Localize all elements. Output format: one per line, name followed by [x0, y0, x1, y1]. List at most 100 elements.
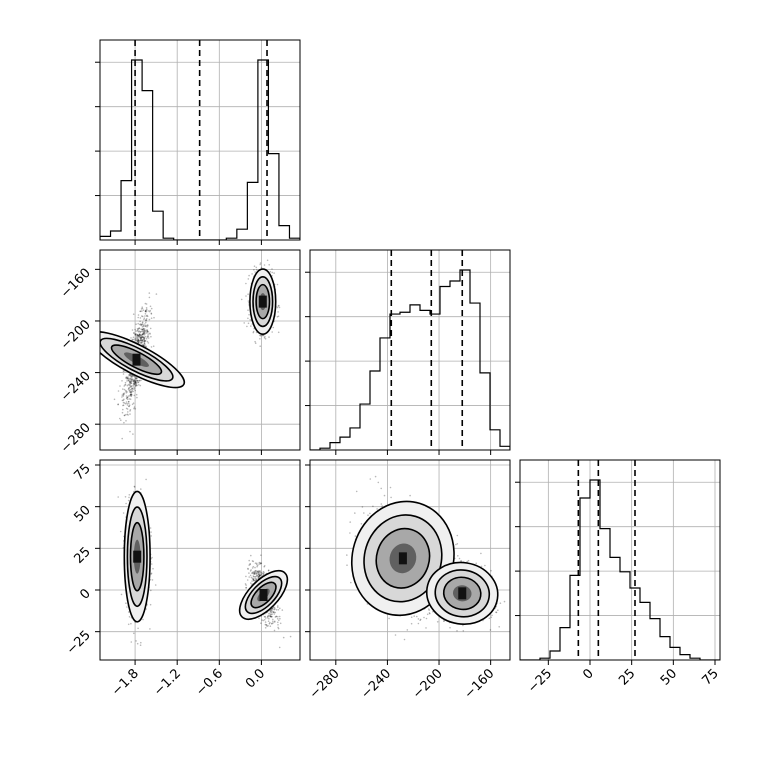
- sample-point: [427, 614, 429, 616]
- sample-point: [134, 334, 136, 336]
- sample-point: [137, 329, 139, 331]
- sample-point: [127, 399, 129, 401]
- sample-point: [128, 405, 130, 407]
- sample-point: [126, 395, 128, 397]
- sample-point: [274, 613, 276, 615]
- sample-point: [130, 409, 132, 411]
- sample-point: [384, 495, 386, 497]
- sample-point: [437, 621, 439, 623]
- sample-point: [120, 531, 122, 533]
- sample-point: [290, 636, 292, 638]
- sample-point: [267, 260, 269, 262]
- sample-point: [130, 623, 132, 625]
- sample-point: [143, 328, 145, 330]
- sample-point: [246, 326, 248, 328]
- sample-point: [128, 378, 130, 380]
- sample-point: [129, 494, 131, 496]
- sample-point: [253, 331, 255, 333]
- sample-point: [426, 618, 428, 620]
- sample-point: [243, 322, 245, 324]
- y-tick-label: −240: [58, 369, 94, 405]
- sample-point: [375, 476, 377, 478]
- sample-point: [346, 564, 348, 566]
- sample-point: [133, 332, 135, 334]
- sample-point: [128, 624, 130, 626]
- sample-point: [142, 322, 144, 324]
- sample-point: [255, 267, 257, 269]
- sample-point: [133, 379, 135, 381]
- sample-point: [253, 573, 255, 575]
- x-tick-label: −1.2: [151, 666, 184, 699]
- sample-point: [142, 316, 144, 318]
- sample-point: [259, 264, 261, 266]
- sample-point: [129, 413, 131, 415]
- sample-point: [261, 267, 263, 269]
- sample-point: [148, 342, 150, 344]
- sample-point: [254, 265, 256, 267]
- sample-point: [152, 568, 154, 570]
- sample-point: [147, 310, 149, 312]
- sample-point: [260, 563, 262, 565]
- sample-point: [156, 293, 158, 295]
- sample-point: [144, 344, 146, 346]
- sample-point: [457, 555, 459, 557]
- sample-point: [274, 630, 276, 632]
- sample-point: [149, 319, 151, 321]
- sample-point: [122, 394, 124, 396]
- sample-point: [147, 335, 149, 337]
- sample-point: [147, 333, 149, 335]
- sample-point: [151, 573, 153, 575]
- sample-point: [142, 326, 144, 328]
- sample-point: [121, 380, 123, 382]
- sample-point: [425, 627, 427, 629]
- sample-point: [134, 390, 136, 392]
- sample-point: [270, 610, 272, 612]
- density-layer: [82, 260, 280, 440]
- sample-point: [141, 310, 143, 312]
- density-layer: [338, 476, 519, 640]
- y-tick-label: 25: [72, 545, 94, 567]
- sample-point: [128, 380, 130, 382]
- sample-point: [504, 601, 506, 603]
- sample-point: [127, 404, 129, 406]
- panel-x-marginal: [95, 40, 300, 245]
- sample-point: [497, 609, 499, 611]
- sample-point: [262, 573, 264, 575]
- sample-point: [143, 309, 145, 311]
- y-tick-label: 50: [72, 503, 94, 525]
- sample-point: [455, 544, 457, 546]
- sample-point: [132, 329, 134, 331]
- sample-point: [134, 395, 136, 397]
- sample-point: [130, 398, 132, 400]
- sample-point: [132, 433, 134, 435]
- sample-point: [117, 496, 119, 498]
- sample-point: [133, 337, 135, 339]
- sample-point: [248, 278, 250, 280]
- sample-point: [278, 305, 280, 307]
- sample-point: [137, 382, 139, 384]
- sample-point: [142, 340, 144, 342]
- y-tick-label: −280: [58, 420, 94, 456]
- sample-point: [138, 314, 140, 316]
- sample-point: [150, 336, 152, 338]
- sample-point: [390, 497, 392, 499]
- sample-point: [137, 323, 139, 325]
- panel-y-marginal: [305, 250, 510, 455]
- sample-point: [248, 560, 250, 562]
- sample-point: [404, 639, 406, 641]
- sample-point: [125, 496, 127, 498]
- sample-point: [349, 521, 351, 523]
- sample-point: [151, 346, 153, 348]
- sample-point: [150, 535, 152, 537]
- sample-point: [277, 605, 279, 607]
- sample-point: [245, 584, 247, 586]
- sample-point: [245, 283, 247, 285]
- sample-point: [137, 317, 139, 319]
- sample-point: [126, 401, 128, 403]
- sample-point: [141, 341, 143, 343]
- sample-point: [480, 553, 482, 555]
- sample-point: [265, 621, 267, 623]
- sample-point: [128, 395, 130, 397]
- sample-point: [129, 383, 131, 385]
